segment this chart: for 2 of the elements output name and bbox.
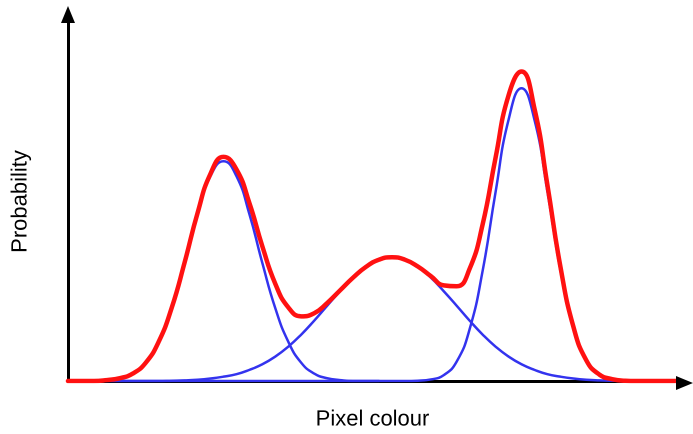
y-axis-title: Probability (6, 150, 32, 253)
x-axis-title: Pixel colour (316, 406, 430, 430)
